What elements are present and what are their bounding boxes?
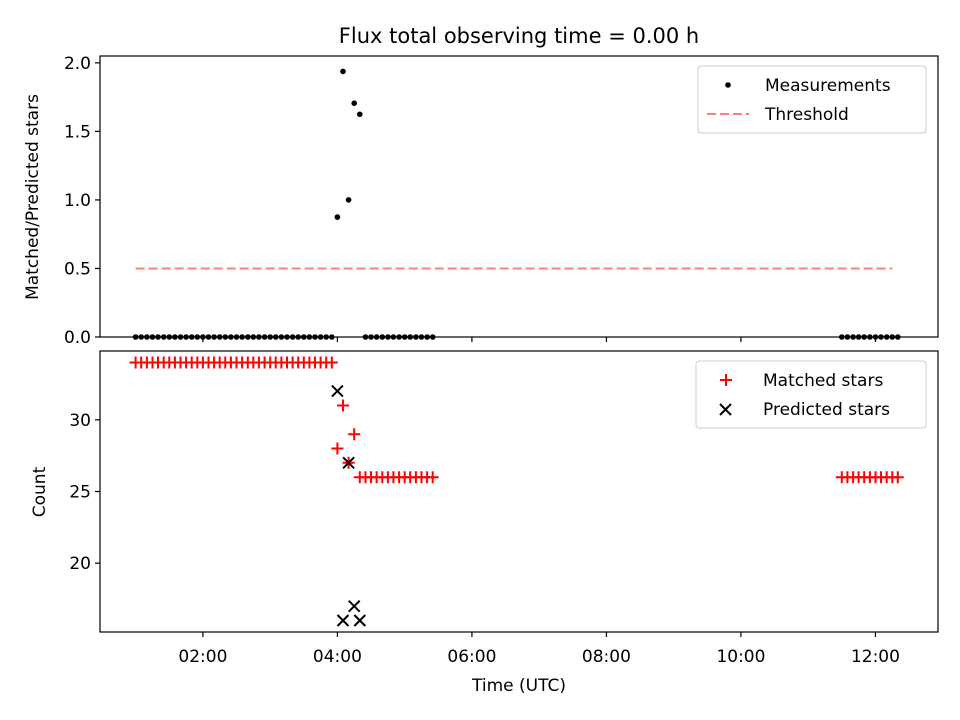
predicted-star-point [353,614,367,627]
matched-star-point [426,471,439,484]
legend-matched-marker [720,374,732,386]
top-axes-frame [99,55,939,338]
top-y-tick-label: 0.5 [64,259,91,279]
top-legend-box [697,65,927,134]
legend-predicted-label: Predicted stars [763,400,890,420]
matched-star-point [337,399,349,412]
bottom-y-axis-label: Count [30,466,50,517]
measurement-point [340,68,346,75]
legend-threshold-label: Threshold [764,105,849,125]
chart-title: Flux total observing time = 0.00 h [339,24,699,48]
bottom-legend: Matched stars Predicted stars [695,360,927,429]
x-tick-label: 04:00 [313,647,362,667]
bottom-y-axis: 20 25 30 [69,411,100,574]
top-legend: Measurements Threshold [697,65,927,134]
matched-star-point [348,428,361,441]
x-tick-label: 02:00 [178,647,227,667]
x-tick-label: 10:00 [716,647,765,667]
measurement-point [351,100,358,106]
top-y-axis: 0.0 0.5 1.0 1.5 2.0 [64,54,100,348]
bottom-legend-box [695,360,927,429]
measurement-point [334,214,341,220]
top-y-tick-label: 0.0 [64,328,91,348]
matched-star-point [891,471,904,484]
x-axis-label: Time (UTC) [471,676,566,696]
legend-matched-label: Matched stars [763,371,883,391]
predicted-star-point [342,456,355,470]
x-tick-label: 12:00 [851,647,900,667]
x-tick-label: 06:00 [447,647,496,667]
top-y-tick-label: 2.0 [64,54,91,74]
matched-star-point [331,442,344,455]
top-x-ticks [202,337,877,342]
bottom-y-tick-label: 20 [69,554,91,574]
bottom-plot-panel: 20 25 30 02:00 04:00 06:00 08:00 10:00 12:00 Co… [30,350,939,696]
bottom-x-axis: 02:00 04:00 06:00 08:00 10:00 12:00 [178,632,900,667]
legend-predicted-marker [719,403,732,416]
top-y-tick-label: 1.0 [64,191,91,211]
top-y-tick-label: 1.5 [64,122,91,142]
x-tick-label: 08:00 [582,647,631,667]
measurement-point [345,197,352,203]
bottom-y-tick-label: 25 [69,483,91,503]
legend-measurements-label: Measurements [765,76,891,96]
predicted-star-point [336,614,350,627]
bottom-y-tick-label: 30 [69,411,91,431]
matched-star-point [325,356,338,369]
measurement-point [357,111,363,118]
bottom-data-marks [129,356,904,627]
predicted-star-point [331,384,344,398]
top-y-axis-label: Matched/Predicted stars [23,94,43,300]
legend-measurements-marker [725,82,731,88]
predicted-star-point [347,599,361,613]
top-plot-panel: 0.00.51.01.52.0 Matched/Predicted stars … [23,54,939,348]
